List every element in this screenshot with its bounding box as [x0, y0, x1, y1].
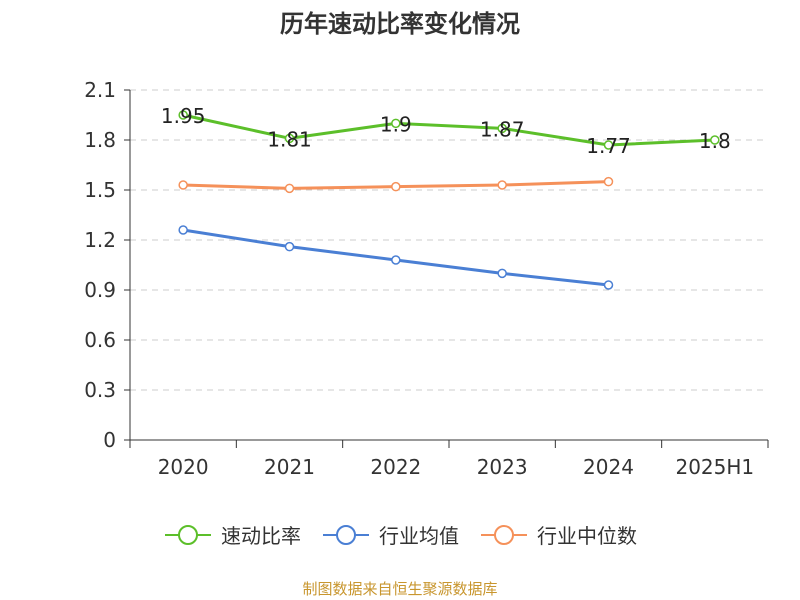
y-tick-label: 1.2 — [84, 228, 116, 252]
x-tick-label: 2024 — [583, 455, 634, 479]
data-point — [710, 135, 720, 145]
data-point — [497, 180, 507, 190]
data-point — [391, 118, 401, 129]
legend-label-industry-mean: 行业均值 — [379, 524, 459, 548]
series-line-0 — [182, 113, 715, 147]
data-point — [284, 241, 295, 252]
data-label: 1.9 — [380, 112, 412, 136]
y-tick-label: 0 — [103, 428, 116, 452]
legend-item-industry-mean[interactable]: 行业均值 — [321, 520, 459, 549]
data-label: 1.95 — [161, 104, 206, 128]
legend-swatch-industry-mean — [323, 524, 369, 545]
data-point — [284, 183, 295, 194]
data-label: 1.8 — [699, 129, 731, 153]
data-point — [178, 110, 188, 120]
data-point — [391, 255, 401, 265]
y-tick-label: 0.6 — [84, 328, 116, 352]
data-point — [284, 133, 295, 144]
legend-label-quick-ratio: 速动比率 — [221, 524, 301, 548]
data-point — [603, 140, 614, 150]
source-note: 制图数据来自恒生聚源数据库 — [302, 580, 498, 598]
data-point — [391, 181, 401, 192]
data-point — [497, 123, 507, 134]
data-point — [603, 176, 614, 187]
legend: 速动比率 行业均值 行业中位数 — [0, 520, 800, 549]
data-label: 1.87 — [480, 117, 525, 141]
y-tick-label: 0.3 — [84, 378, 116, 402]
data-point — [178, 180, 188, 190]
data-point — [497, 268, 507, 279]
data-point — [603, 280, 614, 290]
legend-item-industry-median[interactable]: 行业中位数 — [479, 520, 637, 549]
y-tick-label: 1.8 — [84, 128, 116, 152]
legend-item-quick-ratio[interactable]: 速动比率 — [163, 520, 301, 549]
y-tick-label: 0.9 — [84, 278, 116, 302]
x-tick-label: 2022 — [370, 455, 421, 479]
data-label: 1.77 — [586, 134, 631, 158]
y-tick-label: 2.1 — [84, 78, 116, 102]
legend-swatch-quick-ratio — [165, 524, 211, 545]
y-tick-label: 1.5 — [84, 178, 116, 202]
chart-title: 历年速动比率变化情况 — [280, 10, 520, 38]
x-tick-label: 2025H1 — [675, 455, 754, 479]
legend-swatch-industry-median — [481, 524, 527, 545]
x-tick-label: 2021 — [264, 455, 315, 479]
data-label: 1.81 — [267, 127, 312, 151]
legend-label-industry-median: 行业中位数 — [537, 524, 637, 548]
data-point — [178, 225, 188, 235]
x-tick-label: 2023 — [477, 455, 528, 479]
x-tick-label: 2020 — [158, 455, 209, 479]
